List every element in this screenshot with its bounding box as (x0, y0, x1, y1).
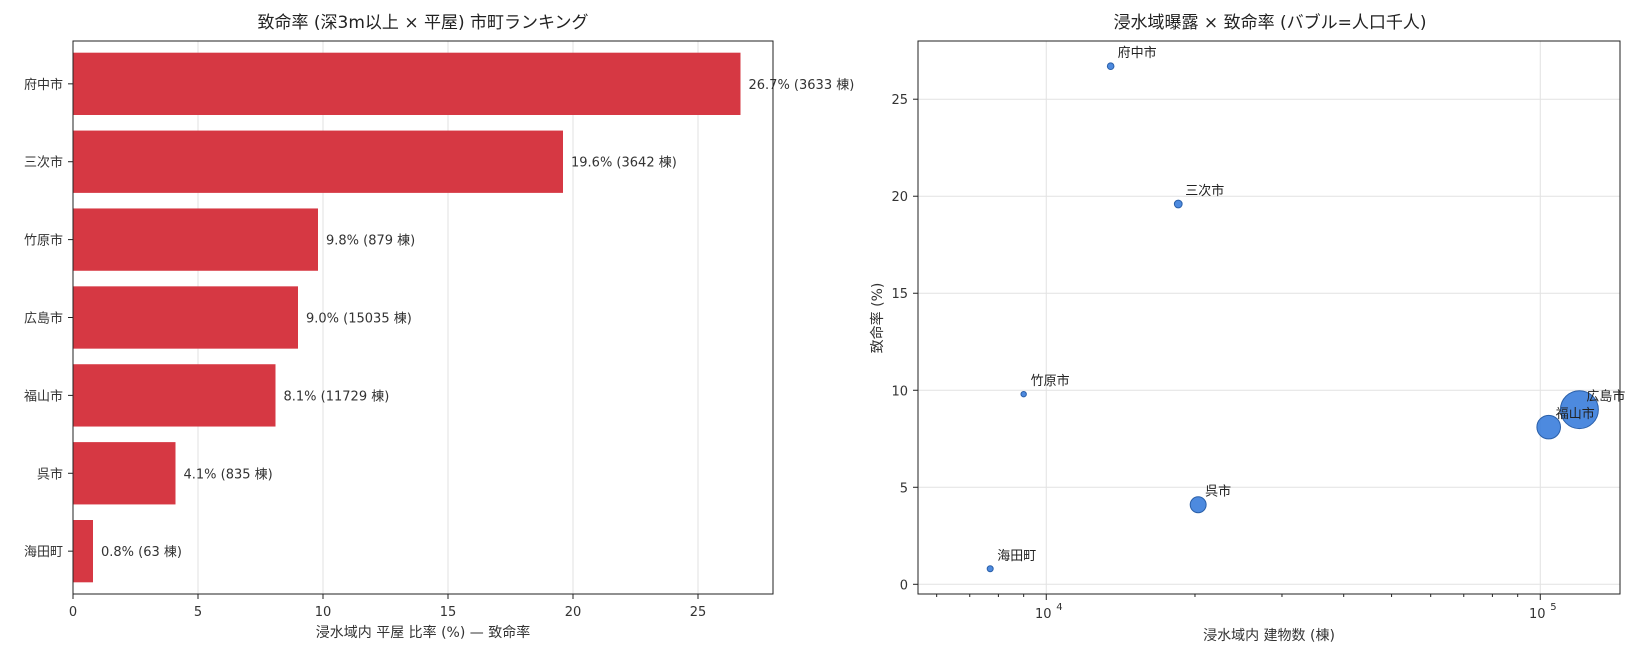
bar-category-label: 三次市 (24, 155, 63, 171)
scatter-point (1173, 199, 1183, 209)
bar-chart-data-labels: 26.7% (3633 棟) 19.6% (3642 棟) 9.8% (879 棟)… (101, 78, 854, 560)
scatter-point (1536, 414, 1561, 440)
scatter-point (1559, 390, 1599, 430)
scatter-x-tick-base: 10 (1035, 607, 1052, 622)
scatter-y-tick-label: 20 (891, 190, 908, 205)
bar (73, 520, 93, 583)
scatter-chart-x-axis-label: 浸水域内 建物数 (棟) (1203, 628, 1335, 644)
scatter-chart-frame (917, 40, 1621, 595)
scatter-chart-points (986, 62, 1599, 573)
bar-category-label: 福山市 (24, 388, 63, 404)
scatter-chart-x-ticks: 10 4 10 5 (936, 594, 1557, 622)
scatter-point-label: 福山市 (1556, 406, 1595, 422)
scatter-point-label: 広島市 (1586, 389, 1625, 405)
scatter-point (1189, 496, 1207, 514)
scatter-x-tick-exponent: 5 (1550, 602, 1556, 613)
bar-chart-bars (73, 52, 741, 583)
bar (73, 208, 318, 271)
bar-chart: 致命率 (深3m以上 × 平屋) 市町ランキング 26.7% (3633 棟) 1… (24, 13, 854, 641)
bar-data-label: 26.7% (3633 棟) (749, 78, 855, 93)
bar-x-tick-label: 15 (440, 605, 457, 620)
bar-data-label: 9.0% (15035 棟) (306, 312, 412, 327)
bar-category-label: 府中市 (24, 77, 63, 93)
scatter-x-tick-label: 10 4 (1035, 602, 1063, 622)
scatter-y-tick-label: 10 (891, 384, 908, 399)
bar-category-label: 呉市 (37, 466, 63, 482)
scatter-y-tick-label: 25 (891, 93, 908, 108)
scatter-chart-grid (918, 41, 1620, 594)
scatter-x-tick-base: 10 (1529, 607, 1546, 622)
scatter-y-tick-label: 0 (900, 578, 908, 593)
scatter-y-tick-label: 15 (891, 287, 908, 302)
scatter-chart: 浸水域曝露 × 致命率 (バブル=人口千人) 府中市三次市竹原市広島市福山市呉市… (869, 12, 1625, 644)
bar-x-tick-label: 5 (194, 605, 202, 620)
scatter-point-label: 竹原市 (1031, 373, 1070, 389)
scatter-x-tick-label: 10 5 (1529, 602, 1557, 622)
scatter-chart-y-axis-label: 致命率 (%) (869, 283, 886, 354)
scatter-point (1106, 62, 1115, 71)
scatter-point-label: 府中市 (1118, 45, 1157, 61)
bar-category-label: 竹原市 (24, 233, 63, 249)
bar-data-label: 9.8% (879 棟) (326, 234, 415, 249)
bar-x-tick-label: 25 (690, 605, 707, 620)
scatter-chart-title: 浸水域曝露 × 致命率 (バブル=人口千人) (1114, 12, 1427, 33)
bar-chart-frame (72, 40, 774, 595)
bar-x-tick-label: 10 (315, 605, 332, 620)
bar-x-tick-label: 20 (565, 605, 582, 620)
bar (73, 52, 741, 115)
bar (73, 130, 563, 193)
scatter-point-label: 呉市 (1205, 484, 1231, 500)
bar (73, 364, 276, 427)
scatter-y-tick-label: 5 (900, 481, 908, 496)
bar (73, 286, 298, 349)
bar-data-label: 0.8% (63 棟) (101, 545, 182, 560)
bar-data-label: 4.1% (835 棟) (184, 467, 273, 482)
scatter-chart-y-ticks: 0 5 10 15 20 25 (891, 93, 918, 593)
scatter-point-label: 海田町 (997, 549, 1036, 564)
bar-chart-x-ticks: 0 5 10 15 20 25 (69, 594, 706, 620)
bar-x-tick-label: 0 (69, 605, 77, 620)
bar-category-label: 海田町 (24, 545, 63, 560)
bar-chart-title: 致命率 (深3m以上 × 平屋) 市町ランキング (258, 13, 589, 33)
bar-data-label: 19.6% (3642 棟) (571, 156, 677, 171)
scatter-point (1020, 390, 1027, 398)
bar-chart-x-axis-label: 浸水域内 平屋 比率 (%) — 致命率 (316, 624, 530, 641)
scatter-point-label: 三次市 (1185, 183, 1224, 199)
scatter-point (986, 565, 994, 573)
scatter-x-tick-exponent: 4 (1056, 602, 1062, 613)
bar-category-label: 広島市 (24, 311, 63, 327)
bar (73, 442, 176, 505)
bar-data-label: 8.1% (11729 棟) (284, 389, 390, 404)
